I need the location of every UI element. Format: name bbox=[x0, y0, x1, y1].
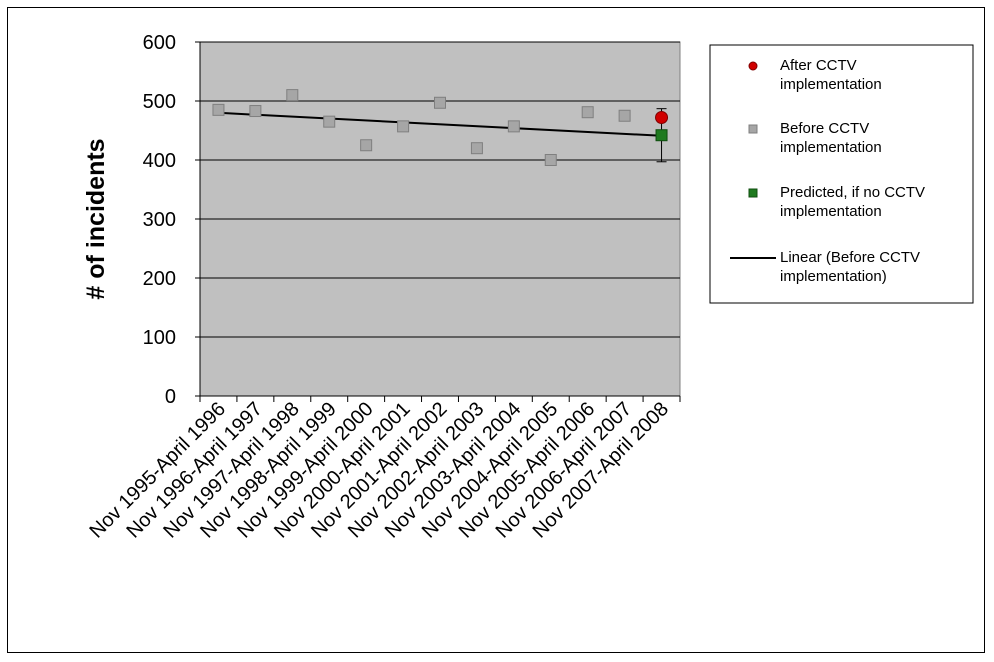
predicted-point bbox=[655, 129, 668, 142]
before-cctv-point bbox=[507, 120, 520, 133]
trendline-group bbox=[218, 111, 662, 137]
before-cctv-point bbox=[249, 105, 262, 118]
marks-group bbox=[212, 89, 669, 166]
y-axis: 0 100 200 300 400 500 600 bbox=[143, 32, 201, 408]
before-cctv-point bbox=[581, 106, 594, 119]
after-cctv-point bbox=[655, 111, 669, 125]
legend-entry-label: After CCTV implementation bbox=[780, 57, 882, 93]
y-tick-label: 200 bbox=[143, 268, 176, 290]
y-tick-label: 400 bbox=[143, 150, 176, 172]
legend-entry-label: Before CCTV implementation bbox=[780, 120, 882, 156]
legend-entry-label: Predicted, if no CCTV implementation bbox=[780, 184, 925, 220]
before-cctv-point bbox=[360, 139, 373, 152]
before-cctv-point bbox=[544, 154, 557, 166]
legend-predicted-marker bbox=[748, 188, 758, 198]
legend-after-marker bbox=[748, 61, 758, 71]
legend-before-marker bbox=[748, 124, 758, 134]
y-tick-label: 500 bbox=[143, 91, 176, 113]
before-cctv-point bbox=[286, 89, 299, 102]
y-tick-label: 300 bbox=[143, 209, 176, 231]
legend-box bbox=[709, 44, 974, 304]
y-axis-label: # of incidents bbox=[82, 138, 110, 299]
before-cctv-point bbox=[434, 96, 446, 109]
before-cctv-point bbox=[212, 103, 225, 116]
y-tick-label: 100 bbox=[143, 327, 176, 349]
trendline bbox=[218, 111, 662, 137]
before-cctv-point bbox=[397, 120, 410, 133]
before-cctv-point bbox=[470, 142, 483, 155]
legend: After CCTV implementation Before CCTV imple… bbox=[709, 44, 974, 304]
y-tick-label: 0 bbox=[165, 386, 176, 408]
y-tick-label: 600 bbox=[143, 32, 176, 54]
legend-entry-label: Linear (Before CCTV implementation) bbox=[780, 249, 920, 285]
before-cctv-point bbox=[618, 109, 631, 122]
before-cctv-point bbox=[323, 115, 336, 128]
